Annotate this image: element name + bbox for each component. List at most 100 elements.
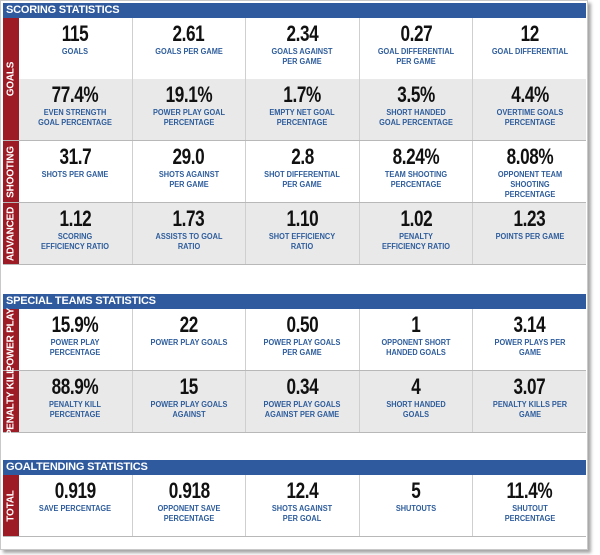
stat-label: POWER PLAY GOALS PER GAME [264,338,341,357]
stat-label: SHOT EFFICIENCY RATIO [269,232,336,251]
stat-value: 0.34 [286,374,319,399]
stat-value: 0.50 [286,312,319,337]
stat-row: 115 GOALS 2.61 GOALS PER GAME 2.34 GOALS AG… [19,18,586,79]
stat-value: 1.10 [286,206,319,231]
stat-cell: 29.0 SHOTS AGAINST PER GAME [133,141,247,202]
stat-value: 8.24% [392,144,440,169]
stat-value: 12 [520,21,540,46]
stat-label: OVERTIME GOALS PERCENTAGE [496,108,563,127]
stat-label: GOALS AGAINST PER GAME [271,47,334,66]
stat-cell: 4 SHORT HANDED GOALS [360,371,474,432]
stat-label: POWER PLAYS PER GAME [494,338,566,357]
stat-row: 31.7 SHOTS PER GAME 29.0 SHOTS AGAINST PER… [19,141,586,202]
stat-label: GOALS [62,47,89,56]
stat-value: 2.61 [172,21,205,46]
stat-label: GOALS PER GAME [155,47,223,56]
stat-value: 8.08% [506,144,554,169]
stat-label: SCORING EFFICIENCY RATIO [41,232,110,251]
stat-cell: 2.34 GOALS AGAINST PER GAME [246,18,360,79]
group-label: GOALS [5,61,17,97]
stat-label: TEAM SHOOTING PERCENTAGE [384,170,448,189]
stat-cell: 1.7% EMPTY NET GOAL PERCENTAGE [246,79,360,140]
stat-label: PENALTY KILLS PER GAME [492,400,567,419]
stat-cell: 22 POWER PLAY GOALS [133,309,247,370]
group-label: SHOOTING [5,145,17,198]
stats-panel: SCORING STATISTICS GOALS 115 GOALS 2.61 GO… [0,0,588,550]
stat-label: POWER PLAY GOALS AGAINST [150,400,228,419]
stat-cell: 1.02 PENALTY EFFICIENCY RATIO [360,203,474,264]
stat-value: 11.4% [506,478,553,503]
stat-label: SHORT HANDED GOALS [386,400,446,419]
stat-label: SHUTOUT PERCENTAGE [504,504,555,523]
stat-label: SHOT DIFFERENTIAL PER GAME [264,170,341,189]
stat-cell: 3.14 POWER PLAYS PER GAME [473,309,586,370]
stat-value: 1.02 [400,206,432,231]
stat-value: 1.12 [59,206,92,231]
goaltending-statistics-section: GOALTENDING STATISTICS TOTAL 0.919 SAVE P… [3,460,586,537]
stat-cell: 0.918 OPPONENT SAVE PERCENTAGE [133,475,247,536]
stat-row: 88.9% PENALTY KILL PERCENTAGE 15 POWER PLA… [19,371,586,432]
stat-cell: 1.23 POINTS PER GAME [473,203,586,264]
stat-cell: 19.1% POWER PLAY GOAL PERCENTAGE [133,79,247,140]
group-label: PENALTY KILL [5,367,17,436]
group-goals: GOALS 115 GOALS 2.61 GOALS PER GAME 2.34 GO… [3,18,586,141]
stat-value: 2.8 [291,144,314,169]
stat-value: 3.14 [513,312,546,337]
stat-label: OPPONENT SAVE PERCENTAGE [157,504,221,523]
stat-label: OPPONENT TEAM SHOOTING PERCENTAGE [497,170,562,199]
group-power-play: POWER PLAY 15.9% POWER PLAY PERCENTAGE 22… [3,307,586,372]
stat-label: SHORT HANDED GOAL PERCENTAGE [379,108,453,127]
stat-value: 5 [411,478,421,503]
stat-label: POWER PLAY GOALS AGAINST PER GAME [264,400,341,419]
stat-cell: 3.07 PENALTY KILLS PER GAME [473,371,586,432]
stat-label: ASSISTS TO GOAL RATIO [155,232,223,251]
stat-label: SAVE PERCENTAGE [39,504,112,513]
section-title: GOALTENDING STATISTICS [3,460,586,475]
stat-value: 88.9% [51,374,99,399]
stat-value: 15.9% [51,312,99,337]
stat-value: 1.23 [513,206,546,231]
stat-value: 2.34 [286,21,319,46]
stat-cell: 15.9% POWER PLAY PERCENTAGE [19,309,133,370]
stat-value: 4 [411,374,421,399]
stat-label: POWER PLAY GOAL PERCENTAGE [152,108,225,127]
stat-value: 15 [179,374,199,399]
stat-label: POWER PLAY GOALS [150,338,228,347]
stat-cell: 3.5% SHORT HANDED GOAL PERCENTAGE [360,79,474,140]
stat-value: 31.7 [59,144,92,169]
stat-cell: 8.08% OPPONENT TEAM SHOOTING PERCENTAGE [473,141,586,202]
stat-cell: 1.12 SCORING EFFICIENCY RATIO [19,203,133,264]
stat-value: 29.0 [172,144,205,169]
stat-label: OPPONENT SHORT HANDED GOALS [381,338,451,357]
stat-cell: 2.61 GOALS PER GAME [133,18,247,79]
stat-cell: 4.4% OVERTIME GOALS PERCENTAGE [473,79,586,140]
stat-label: SHUTOUTS [395,504,437,513]
stat-label: EMPTY NET GOAL PERCENTAGE [269,108,336,127]
stat-value: 1.7% [283,82,322,107]
stat-row: 15.9% POWER PLAY PERCENTAGE 22 POWER PLAY … [19,309,586,370]
stat-value: 0.918 [168,478,210,503]
stat-cell: 1 OPPONENT SHORT HANDED GOALS [360,309,474,370]
stat-label: EVEN STRENGTH GOAL PERCENTAGE [38,108,113,127]
stat-label: SHOTS PER GAME [41,170,109,179]
stat-cell: 0.27 GOAL DIFFERENTIAL PER GAME [360,18,474,79]
stat-row: 0.919 SAVE PERCENTAGE 0.918 OPPONENT SAVE … [19,475,586,536]
stat-value: 3.5% [397,82,435,107]
stat-cell: 77.4% EVEN STRENGTH GOAL PERCENTAGE [19,79,133,140]
group-label: ADVANCED [5,206,17,261]
stat-row: 77.4% EVEN STRENGTH GOAL PERCENTAGE 19.1%… [19,79,586,140]
stat-row: 1.12 SCORING EFFICIENCY RATIO 1.73 ASSISTS… [19,203,586,264]
section-title: SCORING STATISTICS [3,3,586,18]
stat-value: 22 [179,312,199,337]
stat-cell: 15 POWER PLAY GOALS AGAINST [133,371,247,432]
stat-label: GOAL DIFFERENTIAL [491,47,568,56]
stat-label: POINTS PER GAME [495,232,565,241]
stat-value: 0.27 [400,21,432,46]
stat-cell: 88.9% PENALTY KILL PERCENTAGE [19,371,133,432]
stat-value: 115 [62,21,89,46]
stat-value: 1.73 [172,206,205,231]
stat-cell: 8.24% TEAM SHOOTING PERCENTAGE [360,141,474,202]
stat-cell: 11.4% SHUTOUT PERCENTAGE [473,475,586,536]
stat-label: SHOTS AGAINST PER GAME [158,170,220,189]
stat-value: 77.4% [51,82,99,107]
